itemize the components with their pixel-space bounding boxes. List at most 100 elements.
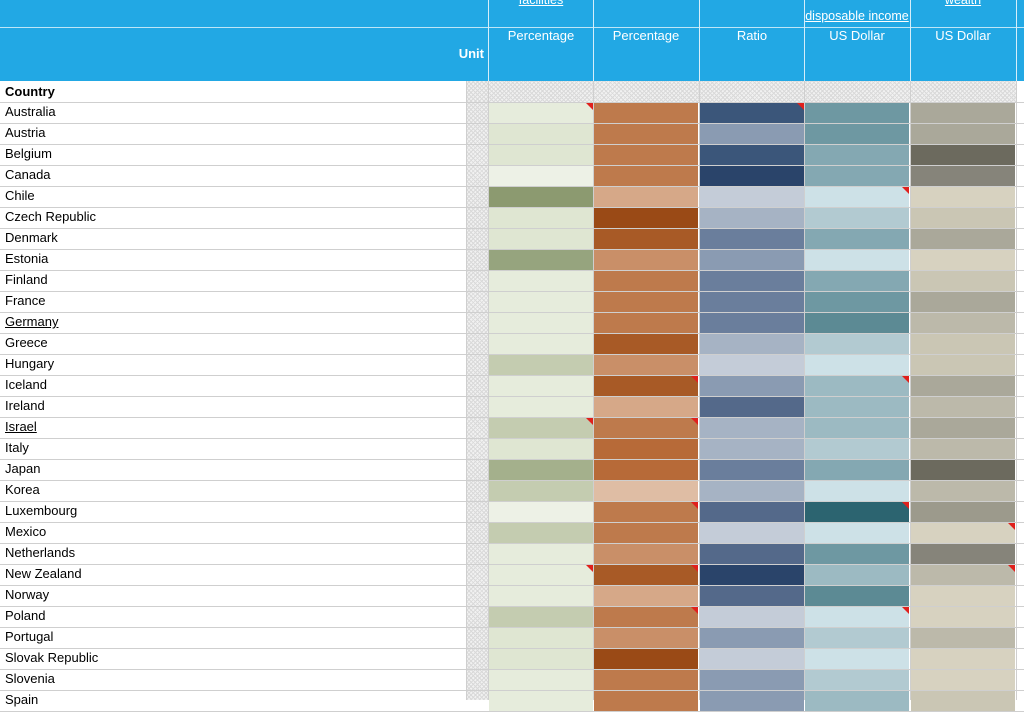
data-cell[interactable] bbox=[489, 691, 593, 711]
data-cell[interactable] bbox=[489, 376, 593, 396]
data-cell[interactable] bbox=[805, 670, 909, 690]
data-cell[interactable] bbox=[805, 544, 909, 564]
data-cell[interactable] bbox=[489, 271, 593, 291]
data-cell[interactable] bbox=[805, 607, 909, 627]
data-cell[interactable] bbox=[700, 271, 804, 291]
data-cell[interactable] bbox=[805, 649, 909, 669]
data-cell[interactable] bbox=[911, 355, 1015, 375]
data-cell[interactable] bbox=[489, 628, 593, 648]
data-cell[interactable] bbox=[594, 376, 698, 396]
data-cell[interactable] bbox=[805, 166, 909, 186]
data-cell[interactable] bbox=[700, 250, 804, 270]
data-cell[interactable] bbox=[911, 460, 1015, 480]
data-cell[interactable] bbox=[594, 187, 698, 207]
data-cell[interactable] bbox=[489, 166, 593, 186]
data-cell[interactable] bbox=[911, 187, 1015, 207]
data-cell[interactable] bbox=[911, 250, 1015, 270]
data-cell[interactable] bbox=[911, 628, 1015, 648]
data-cell[interactable] bbox=[805, 418, 909, 438]
data-cell[interactable] bbox=[594, 334, 698, 354]
data-cell[interactable] bbox=[911, 229, 1015, 249]
data-cell[interactable] bbox=[911, 208, 1015, 228]
data-cell[interactable] bbox=[700, 691, 804, 711]
data-cell[interactable] bbox=[911, 670, 1015, 690]
data-cell[interactable] bbox=[594, 292, 698, 312]
data-cell[interactable] bbox=[700, 565, 804, 585]
data-cell[interactable] bbox=[700, 355, 804, 375]
data-cell[interactable] bbox=[911, 607, 1015, 627]
data-cell[interactable] bbox=[805, 229, 909, 249]
data-cell[interactable] bbox=[911, 418, 1015, 438]
data-cell[interactable] bbox=[489, 439, 593, 459]
data-cell[interactable] bbox=[700, 166, 804, 186]
data-cell[interactable] bbox=[489, 208, 593, 228]
data-cell[interactable] bbox=[594, 649, 698, 669]
data-cell[interactable] bbox=[594, 628, 698, 648]
data-cell[interactable] bbox=[700, 103, 804, 123]
data-cell[interactable] bbox=[594, 229, 698, 249]
data-cell[interactable] bbox=[805, 397, 909, 417]
data-cell[interactable] bbox=[489, 649, 593, 669]
data-cell[interactable] bbox=[805, 565, 909, 585]
data-cell[interactable] bbox=[594, 670, 698, 690]
data-cell[interactable] bbox=[489, 103, 593, 123]
data-cell[interactable] bbox=[805, 250, 909, 270]
data-cell[interactable] bbox=[594, 355, 698, 375]
data-cell[interactable] bbox=[489, 355, 593, 375]
data-cell[interactable] bbox=[594, 250, 698, 270]
data-cell[interactable] bbox=[700, 145, 804, 165]
data-cell[interactable] bbox=[805, 502, 909, 522]
data-cell[interactable] bbox=[489, 229, 593, 249]
data-cell[interactable] bbox=[489, 565, 593, 585]
data-cell[interactable] bbox=[489, 418, 593, 438]
data-cell[interactable] bbox=[911, 376, 1015, 396]
data-cell[interactable] bbox=[489, 670, 593, 690]
data-cell[interactable] bbox=[700, 649, 804, 669]
data-cell[interactable] bbox=[805, 271, 909, 291]
data-cell[interactable] bbox=[594, 397, 698, 417]
data-cell[interactable] bbox=[911, 103, 1015, 123]
data-cell[interactable] bbox=[594, 208, 698, 228]
data-cell[interactable] bbox=[594, 691, 698, 711]
column-title-link[interactable]: facilities bbox=[518, 0, 564, 7]
data-cell[interactable] bbox=[594, 523, 698, 543]
data-cell[interactable] bbox=[700, 397, 804, 417]
data-cell[interactable] bbox=[700, 439, 804, 459]
data-cell[interactable] bbox=[700, 229, 804, 249]
data-cell[interactable] bbox=[700, 292, 804, 312]
data-cell[interactable] bbox=[911, 292, 1015, 312]
data-cell[interactable] bbox=[700, 313, 804, 333]
data-cell[interactable] bbox=[489, 544, 593, 564]
data-cell[interactable] bbox=[700, 544, 804, 564]
data-cell[interactable] bbox=[594, 607, 698, 627]
data-cell[interactable] bbox=[911, 523, 1015, 543]
data-cell[interactable] bbox=[489, 250, 593, 270]
data-cell[interactable] bbox=[911, 502, 1015, 522]
data-cell[interactable] bbox=[489, 481, 593, 501]
data-cell[interactable] bbox=[700, 481, 804, 501]
data-cell[interactable] bbox=[805, 376, 909, 396]
data-cell[interactable] bbox=[594, 145, 698, 165]
data-cell[interactable] bbox=[700, 607, 804, 627]
data-cell[interactable] bbox=[911, 481, 1015, 501]
data-cell[interactable] bbox=[594, 313, 698, 333]
data-cell[interactable] bbox=[805, 208, 909, 228]
data-cell[interactable] bbox=[805, 334, 909, 354]
data-cell[interactable] bbox=[911, 565, 1015, 585]
data-cell[interactable] bbox=[700, 586, 804, 606]
data-cell[interactable] bbox=[700, 523, 804, 543]
data-cell[interactable] bbox=[700, 418, 804, 438]
data-cell[interactable] bbox=[594, 418, 698, 438]
data-cell[interactable] bbox=[594, 271, 698, 291]
data-cell[interactable] bbox=[489, 292, 593, 312]
country-link[interactable]: Germany bbox=[5, 314, 59, 329]
data-cell[interactable] bbox=[805, 187, 909, 207]
data-cell[interactable] bbox=[805, 124, 909, 144]
data-cell[interactable] bbox=[489, 397, 593, 417]
data-cell[interactable] bbox=[911, 313, 1015, 333]
column-title-link[interactable]: disposable income bbox=[805, 9, 909, 23]
data-cell[interactable] bbox=[805, 355, 909, 375]
data-cell[interactable] bbox=[489, 607, 593, 627]
data-cell[interactable] bbox=[805, 439, 909, 459]
data-cell[interactable] bbox=[489, 124, 593, 144]
